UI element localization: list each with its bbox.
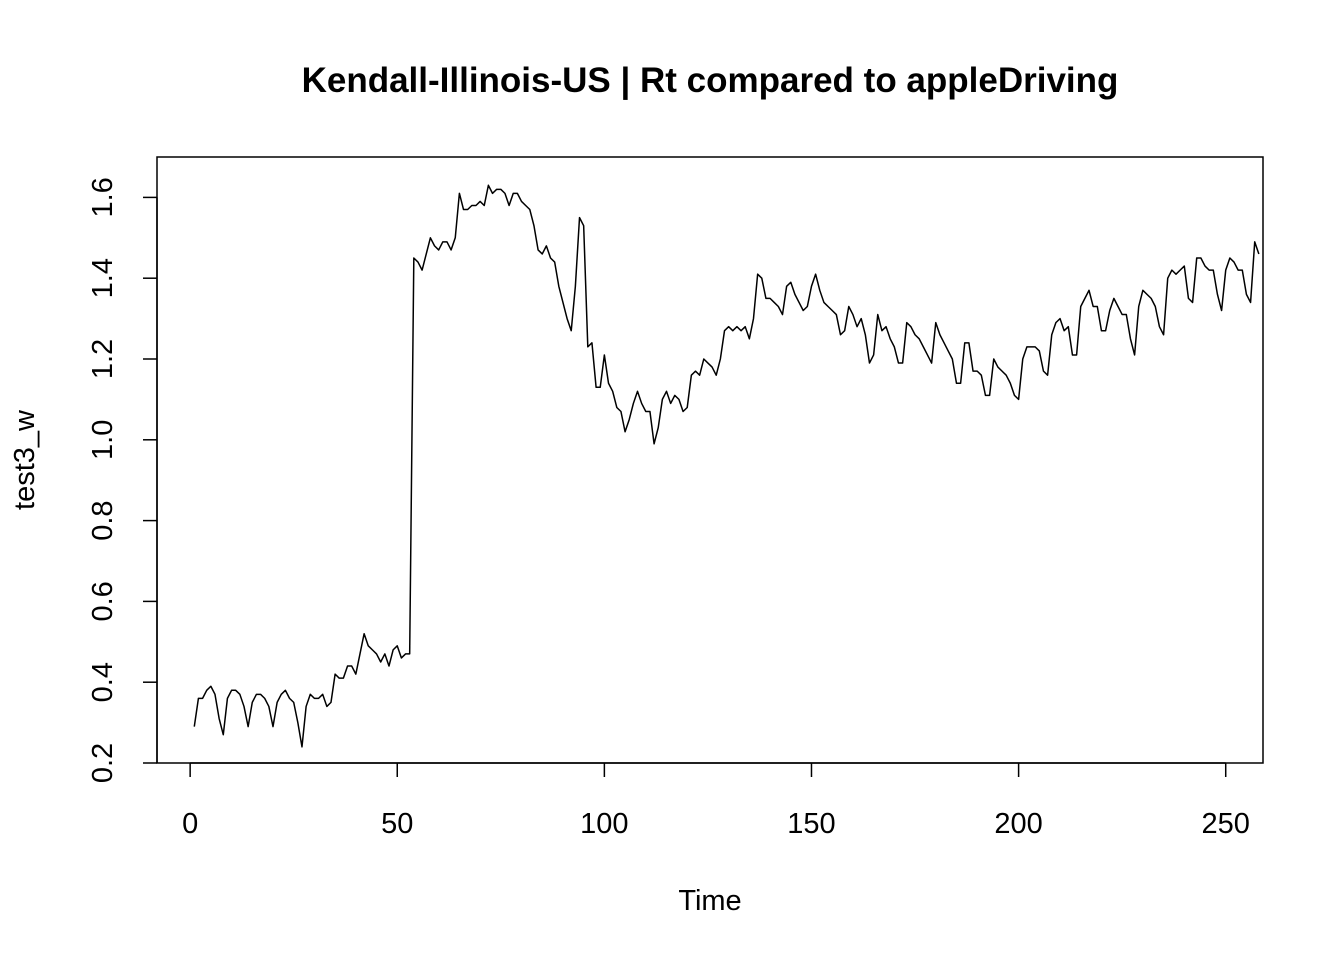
- x-tick-label: 150: [787, 808, 835, 840]
- y-axis: 0.2 0.4 0.6 0.8 1.0 1.2 1.4 1.6: [87, 177, 158, 783]
- y-tick-label: 1.0: [87, 420, 119, 460]
- y-tick-label: 0.6: [87, 581, 119, 621]
- series-line: [193, 184, 1260, 748]
- x-axis-label: Time: [678, 885, 741, 917]
- y-tick-label: 0.4: [87, 662, 119, 702]
- x-tick-label: 200: [994, 808, 1042, 840]
- y-tick-label: 1.4: [87, 258, 119, 298]
- x-tick-label: 50: [381, 808, 413, 840]
- y-tick-label: 0.8: [87, 500, 119, 540]
- y-tick-label: 1.2: [87, 339, 119, 379]
- y-axis-label: test3_w: [9, 409, 41, 510]
- y-tick-label: 0.2: [87, 743, 119, 783]
- y-tick-label: 1.6: [87, 177, 119, 217]
- chart-title: Kendall-Illinois-US | Rt compared to app…: [302, 61, 1119, 100]
- x-tick-label: 250: [1202, 808, 1250, 840]
- x-axis: 0 50 100 150 200 250: [182, 762, 1250, 840]
- plot-area-frame: [156, 156, 1264, 764]
- x-tick-label: 100: [580, 808, 628, 840]
- x-tick-label: 0: [182, 808, 198, 840]
